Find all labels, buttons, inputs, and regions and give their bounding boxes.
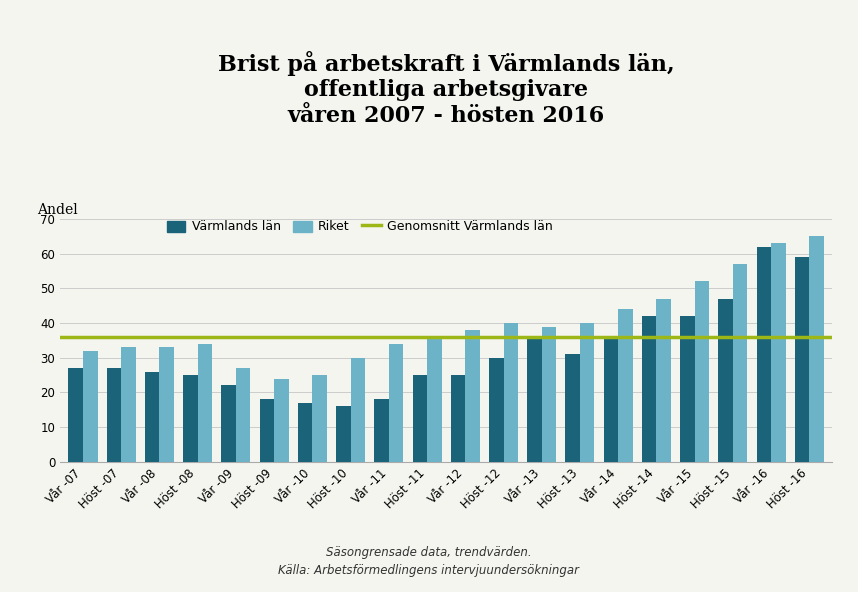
Bar xyxy=(312,375,327,462)
Bar xyxy=(504,323,518,462)
Legend: Värmlands län, Riket, Genomsnitt Värmlands län: Värmlands län, Riket, Genomsnitt Värmlan… xyxy=(166,220,553,233)
Bar xyxy=(121,348,136,462)
Bar xyxy=(680,316,695,462)
Bar xyxy=(795,257,809,462)
Bar xyxy=(489,358,504,462)
Bar xyxy=(642,316,656,462)
Bar xyxy=(351,358,366,462)
Bar xyxy=(656,299,671,462)
Bar xyxy=(565,354,580,462)
Bar xyxy=(183,375,197,462)
Bar xyxy=(427,337,442,462)
Bar xyxy=(260,400,275,462)
Bar xyxy=(275,378,288,462)
Bar xyxy=(298,403,312,462)
Bar xyxy=(771,243,786,462)
Bar xyxy=(83,351,98,462)
Bar xyxy=(236,368,251,462)
Bar xyxy=(809,236,824,462)
Title: Brist på arbetskraft i Värmlands län,
offentliga arbetsgivare
våren 2007 - höste: Brist på arbetskraft i Värmlands län, of… xyxy=(218,51,674,127)
Bar xyxy=(221,385,236,462)
Bar xyxy=(527,337,541,462)
Bar xyxy=(145,372,160,462)
Bar xyxy=(757,247,771,462)
Text: Källa: Arbetsförmedlingens intervjuundersökningar: Källa: Arbetsförmedlingens intervjuunder… xyxy=(279,564,579,577)
Bar xyxy=(718,299,733,462)
Bar xyxy=(160,348,174,462)
Text: Säsongrensade data, trendvärden.: Säsongrensade data, trendvärden. xyxy=(326,546,532,559)
Bar xyxy=(580,323,595,462)
Bar xyxy=(695,281,710,462)
Bar xyxy=(69,368,83,462)
Bar xyxy=(604,337,618,462)
Bar xyxy=(618,309,632,462)
Bar xyxy=(336,406,351,462)
Bar xyxy=(389,344,403,462)
Text: Andel: Andel xyxy=(37,202,77,217)
Bar xyxy=(465,330,480,462)
Bar xyxy=(733,264,747,462)
Bar xyxy=(413,375,427,462)
Bar xyxy=(374,400,389,462)
Bar xyxy=(541,327,556,462)
Bar xyxy=(197,344,212,462)
Bar xyxy=(450,375,465,462)
Bar xyxy=(106,368,121,462)
